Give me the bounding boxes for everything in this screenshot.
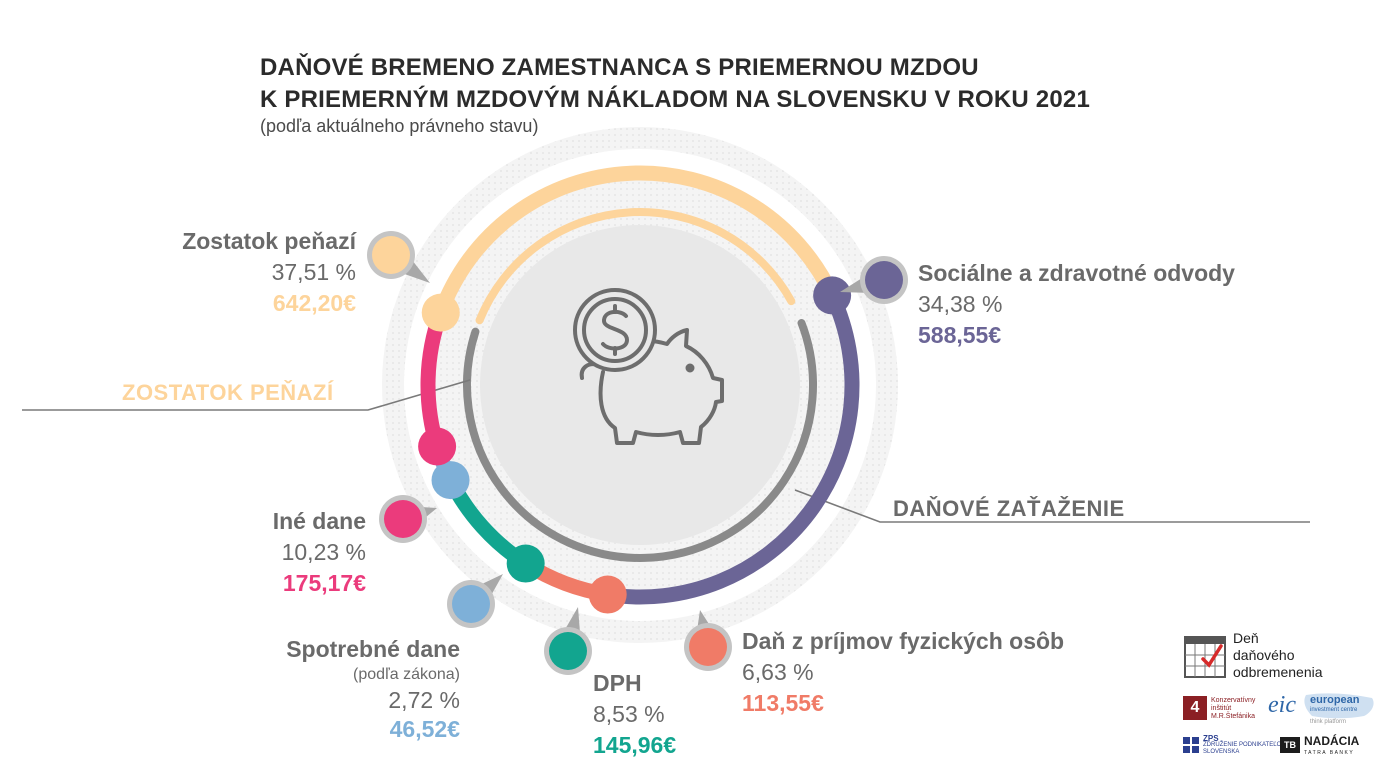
dot-social — [813, 276, 852, 315]
title-line-1: DAŇOVÉ BREMENO ZAMESTNANCA S PRIEMERNOU … — [260, 54, 979, 81]
label-income-tax-name: Daň z príjmov fyzických osôb — [742, 628, 1065, 654]
section-tax-burden-label: DAŇOVÉ ZAŤAŽENIE — [893, 496, 1125, 521]
logo-eic: eic european investment centre think pla… — [1268, 692, 1378, 725]
label-remaining-percent: 37,51 % — [271, 259, 356, 285]
logo-den-danoveho-odbremenenia: Deň daňového odbremenenia — [1183, 630, 1353, 682]
logo-eic-line-3: think platform — [1310, 719, 1347, 725]
logo-konz-line-1: Konzervatívny — [1211, 697, 1256, 704]
logo-zps-line-2: SLOVENSKA — [1203, 749, 1240, 755]
eic-map-icon — [1304, 693, 1374, 719]
logo-eic-line-1: european — [1310, 694, 1360, 706]
label-remaining-name: Zostatok peňazí — [182, 228, 356, 254]
label-vat: DPH 8,53 % 145,96€ — [593, 672, 676, 757]
label-other-taxes-amount: 175,17€ — [282, 570, 366, 596]
dollar-coin-icon — [573, 288, 657, 372]
zps-grid-icon — [1183, 737, 1199, 753]
label-social-name: Sociálne a zdravotné odvody — [918, 260, 1235, 286]
label-social-amount: 588,55€ — [918, 322, 1002, 348]
logo-nadacia: TB NADÁCIA TATRA BANKY — [1280, 734, 1380, 758]
label-other-taxes: Iné dane 10,23 % 175,17€ — [206, 510, 366, 595]
label-remaining-amount: 642,20€ — [272, 290, 356, 316]
dot-excise — [431, 461, 470, 500]
subtitle: (podľa aktuálneho právneho stavu) — [260, 116, 539, 136]
logo-zps-line-1: ZDRUŽENIE PODNIKATEĽOV — [1203, 742, 1286, 748]
label-other-taxes-name: Iné dane — [272, 508, 366, 534]
title-line-2: K PRIEMERNÝM MZDOVÝM NÁKLADOM NA SLOVENS… — [260, 86, 1090, 113]
nadacia-badge: TB — [1280, 737, 1300, 753]
dot-vat — [506, 544, 545, 583]
section-remaining-label: ZOSTATOK PEŇAZÍ — [122, 380, 334, 405]
label-excise-percent: 2,72 % — [388, 687, 460, 713]
label-excise: Spotrebné dane (podľa zákona) 2,72 % 46,… — [240, 638, 460, 741]
label-remaining: Zostatok peňazí 37,51 % 642,20€ — [170, 230, 356, 315]
callout-excise — [447, 574, 503, 628]
label-vat-amount: 145,96€ — [593, 732, 677, 758]
logo-den-line-3: odbremenenia — [1233, 664, 1323, 680]
label-social: Sociálne a zdravotné odvody 34,38 % 588,… — [918, 262, 1235, 347]
outer-ring-segments — [418, 165, 860, 614]
logo-eic-line-2: investment centre — [1310, 707, 1358, 713]
logo-den-line-2: daňového — [1233, 647, 1295, 663]
chart-center-disc — [480, 225, 800, 545]
logo-zps: ZPS ZDRUŽENIE PODNIKATEĽOV SLOVENSKA — [1183, 735, 1285, 757]
remaining-leader-line — [22, 379, 471, 411]
label-other-taxes-percent: 10,23 % — [281, 539, 366, 565]
callout-markers — [367, 231, 908, 675]
callout-remaining — [367, 231, 430, 283]
callout-income-tax — [684, 610, 732, 671]
dot-other-taxes — [418, 427, 457, 466]
callout-other-taxes — [379, 495, 437, 543]
label-vat-name: DPH — [593, 670, 642, 696]
callout-social — [840, 256, 908, 304]
label-vat-percent: 8,53 % — [593, 701, 665, 727]
logo-konz-line-3: M.R.Štefánika — [1211, 713, 1255, 720]
segment-social — [606, 292, 860, 605]
logo-zps-mark: ZPS — [1203, 734, 1219, 743]
logo-eic-mark: eic — [1268, 692, 1296, 718]
konzervativny-badge: 4 — [1183, 696, 1207, 720]
logo-nadacia-line-1: NADÁCIA — [1304, 734, 1360, 748]
label-excise-amount: 46,52€ — [389, 716, 460, 742]
logo-konz-line-2: inštitút — [1211, 705, 1232, 712]
segment-remaining — [433, 165, 839, 316]
label-income-tax-percent: 6,63 % — [742, 659, 814, 685]
logo-nadacia-line-2: TATRA BANKY — [1304, 750, 1355, 756]
calendar-check-icon — [1184, 636, 1226, 678]
label-excise-name: Spotrebné dane — [286, 636, 460, 662]
label-social-percent: 34,38 % — [918, 291, 1003, 317]
label-income-tax-amount: 113,55€ — [742, 690, 824, 716]
label-income-tax: Daň z príjmov fyzických osôb 6,63 % 113,… — [742, 630, 1064, 715]
dot-income-tax — [588, 575, 627, 614]
logo-den-line-1: Deň — [1233, 630, 1259, 646]
logo-konzervativny-institut: 4 Konzervatívny inštitút M.R.Štefánika — [1183, 696, 1263, 722]
callout-vat — [544, 607, 592, 675]
inner-ring-remaining — [475, 208, 796, 325]
dot-remaining — [421, 293, 460, 332]
inner-ring-tax-burden — [463, 319, 817, 562]
label-excise-note: (podľa zákona) — [353, 666, 460, 683]
